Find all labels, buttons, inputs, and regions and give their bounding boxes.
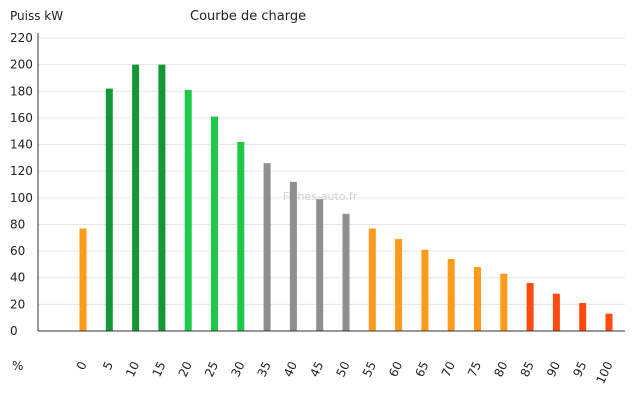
grid-lines [38,37,625,305]
bar-20 [184,89,192,331]
x-tick-label: 15 [149,359,168,379]
x-tick-label: 10 [123,359,142,379]
x-tick-label: 100 [593,359,615,386]
y-tick-label: 0 [10,324,18,338]
x-tick-label: 90 [544,359,563,379]
bar-65 [421,249,429,331]
y-tick-label: 200 [10,58,33,72]
x-tick-label: 95 [570,359,589,379]
y-tick-label: 180 [10,84,33,98]
y-tick-label: 120 [10,164,33,178]
bar-30 [237,141,245,331]
x-tick-label: 30 [228,359,247,379]
bars [79,64,613,332]
bar-45 [316,199,324,331]
x-tick-label: 80 [491,359,510,379]
bar-100 [605,313,613,331]
bar-50 [342,213,350,331]
x-tick-label: 60 [386,359,405,379]
y-tick-label: 140 [10,138,33,152]
y-tick-label: 160 [10,111,33,125]
x-tick-label: 65 [412,359,431,379]
bar-25 [211,116,218,331]
bar-80 [500,273,508,331]
bar-90 [552,293,560,331]
watermark: Fiches-auto.fr [283,190,358,203]
y-tick-label: 100 [10,191,33,205]
x-tick-label: 75 [465,359,484,379]
bar-10 [132,64,140,332]
x-tick-label: 70 [439,359,458,379]
x-axis-ticks: 0 5 10 15 20 25 30 35 40 45 50 55 60 65 70 75 80 85 90 95 10… [74,359,616,386]
y-tick-label: 20 [10,297,25,311]
x-tick-label: 50 [334,359,353,379]
y-tick-label: 60 [10,244,25,258]
chart-title: Courbe de charge [190,9,306,24]
bar-85 [526,283,534,331]
bar-0 [79,228,87,331]
x-tick-label: 5 [100,359,116,372]
x-axis-label: % [12,359,23,373]
y-axis-ticks: 0 20 40 60 80 100 120 140 160 180 200 220 [10,31,33,338]
bar-15 [158,64,166,332]
x-tick-label: 25 [202,359,221,379]
bar-40 [289,181,297,331]
y-tick-label: 40 [10,271,25,285]
bar-70 [447,259,455,331]
bar-75 [474,267,481,331]
x-tick-label: 45 [307,359,326,379]
bar-60 [395,239,403,331]
x-tick-label: 85 [518,359,537,379]
bar-95 [579,303,587,331]
x-tick-label: 40 [281,359,300,379]
y-axis-label: Puiss kW [10,9,63,23]
x-tick-label: 35 [255,359,274,379]
y-tick-label: 80 [10,217,25,231]
x-tick-label: 0 [74,359,90,372]
bar-55 [368,228,376,331]
bar-5 [105,88,113,331]
x-tick-label: 55 [360,359,379,379]
y-tick-label: 220 [10,31,33,45]
x-tick-label: 20 [176,359,195,379]
bar-35 [263,163,271,331]
